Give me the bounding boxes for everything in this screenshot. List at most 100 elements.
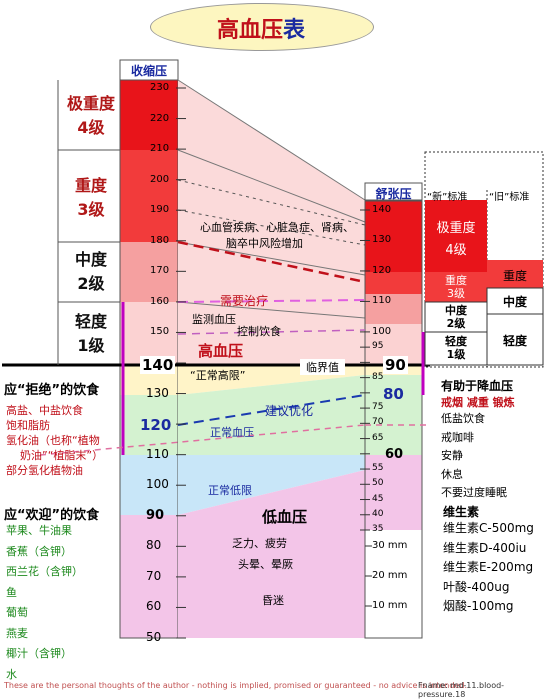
sys-tick-label: 180 [150, 234, 170, 246]
sys-tick-label: 60 [146, 599, 162, 614]
sys-120-label: 120 [140, 416, 172, 434]
title-banner [150, 3, 374, 51]
sys-band-grade4 [120, 80, 178, 150]
sys-band-normal [120, 395, 178, 455]
list-item: 氢化油（也称“植物 [6, 434, 100, 447]
suggest-text: 建议优化 [265, 404, 314, 418]
mm-10: 10 mm [372, 600, 408, 611]
mid-band-hypotension [178, 470, 365, 638]
list-item: 葡萄 [6, 606, 28, 619]
sys-tick-label: 190 [150, 204, 170, 216]
coma-text: 昏迷 [262, 594, 284, 607]
sys-tick-marks [176, 87, 186, 639]
std-new-grade4 [425, 200, 487, 272]
grade-1-label: 轻度 1级 [74, 312, 107, 355]
list-item: 香蕉（含钾） [6, 544, 72, 558]
title-main: 高血压 [216, 18, 283, 43]
dia-tick-label: 120 [372, 264, 392, 276]
grade-2-label: 中度 2级 [74, 250, 107, 293]
sys-tick-label: 110 [146, 446, 169, 461]
critical-text: 临界值 [300, 359, 345, 375]
sys-tick-label: 50 [146, 630, 162, 644]
list-item: 椰汁（含钾） [6, 647, 72, 660]
title-suffix: 表 [283, 18, 306, 43]
std-old-severe [487, 260, 543, 288]
sys-tick-label: 210 [150, 143, 170, 155]
mid-band-normal [178, 375, 365, 455]
list-item: 烟酸-100mg [443, 599, 514, 613]
list-item: 安静 [441, 449, 463, 462]
list-item: 低盐饮食 [441, 412, 485, 425]
diastolic-header: 舒张压 [375, 187, 412, 201]
list-item: 戒咖啡 [441, 430, 474, 444]
list-item: 西兰花（含钾） [6, 565, 83, 578]
sys-band-grade3 [120, 150, 178, 242]
new-standard-header: “新”标准 [427, 192, 468, 203]
list-item: 休息 [441, 467, 463, 481]
sys-tick-label: 80 [146, 538, 162, 553]
normal-high-text: “正常高限” [190, 369, 246, 382]
dia-tick-label: 85 [372, 371, 384, 382]
dia-tick-label: 110 [372, 295, 392, 307]
sys-90-label: 90 [146, 508, 165, 523]
std-new-3: 重度 3级 [445, 274, 467, 300]
dia-tick-label: 45 [372, 493, 384, 504]
reject-foods-title: 应“拒绝”的饮食 [4, 383, 100, 398]
sys-tick-label: 150 [150, 326, 170, 338]
std-old-moderate-label: 中度 [502, 295, 527, 309]
dia-tick-label: 100 [372, 325, 392, 337]
list-item: 燕麦 [6, 626, 28, 640]
mid-band-low [178, 455, 365, 515]
dia-band-red [365, 200, 422, 272]
list-item: 水 [6, 667, 17, 681]
sys-band-grade1 [120, 302, 178, 365]
dia-header-box [364, 182, 423, 202]
control-diet-text: 控制饮食 [237, 325, 281, 338]
normal-bp-text: 正常血压 [210, 426, 254, 439]
sys-band-grade2 [120, 242, 178, 302]
list-item: 维生素E-200mg [443, 560, 534, 574]
dia-column-border [364, 199, 423, 639]
dia-60-label: 60 [385, 447, 404, 462]
welcome-foods-list: 苹果、牛油果 香蕉（含钾） 西兰花（含钾） 鱼 葡萄 燕麦 椰汁（含钾） 水 [6, 521, 83, 685]
list-item: 鱼 [6, 585, 17, 599]
vitamins-list: 维生素C-500mg 维生素D-400iu 维生素E-200mg 叶酸-400u… [443, 519, 534, 617]
dia-tick-label: 65 [372, 432, 384, 443]
sys-140-label: 140 [140, 356, 176, 374]
hypotension-text: 低血压 [262, 508, 308, 526]
dia-tick-label: 95 [372, 341, 384, 352]
list-item: 高盐、中盐饮食 [6, 404, 83, 417]
dia-tick-label: 140 [372, 204, 392, 215]
dia-tick-label: 35 [372, 524, 384, 534]
sys-tick-label: 130 [146, 385, 169, 400]
page-title: 高血压表 [150, 12, 372, 44]
dia-tick-label: 55 [372, 463, 384, 474]
stroke-text: 脑卒中风险增加 [226, 237, 303, 250]
sys-tick-label: 200 [150, 173, 170, 185]
sys-tick-label: 230 [150, 82, 170, 93]
sys-tick-label: 220 [150, 112, 170, 124]
need-treatment-text: 需要治疗 [220, 294, 269, 308]
fatigue-text: 乏力、疲劳 [232, 537, 287, 550]
list-item: 叶酸-400ug [443, 579, 510, 594]
list-item: 奶油”“植脂末”） [20, 449, 104, 462]
helps-title: 有助于降血压 [441, 379, 514, 393]
footer-disclaimer: These are the personal thoughts of the a… [4, 681, 467, 690]
dizzy-text: 头晕、晕厥 [238, 558, 293, 571]
std-new-1: 轻度 1级 [445, 335, 467, 361]
list-item: 部分氢化植物油 [6, 464, 83, 477]
grade-4-label: 极重度 4级 [66, 94, 115, 137]
normal-low-text: 正常低限 [208, 484, 252, 497]
grade-3-label: 重度 3级 [74, 176, 107, 219]
list-item: 饱和脂肪 [6, 419, 50, 432]
sys-tick-label: 100 [146, 477, 169, 492]
sys-band-low [120, 455, 178, 515]
std-new-4: 极重度 4级 [436, 221, 476, 258]
dia-tick-label: 50 [372, 478, 384, 489]
list-item: 不要过度睡眠 [441, 486, 507, 499]
dia-tick-label: 75 [372, 402, 384, 413]
monitor-text: 监测血压 [192, 313, 236, 326]
sys-tick-label: 160 [150, 295, 170, 307]
dia-90-label: 90 [383, 356, 408, 374]
